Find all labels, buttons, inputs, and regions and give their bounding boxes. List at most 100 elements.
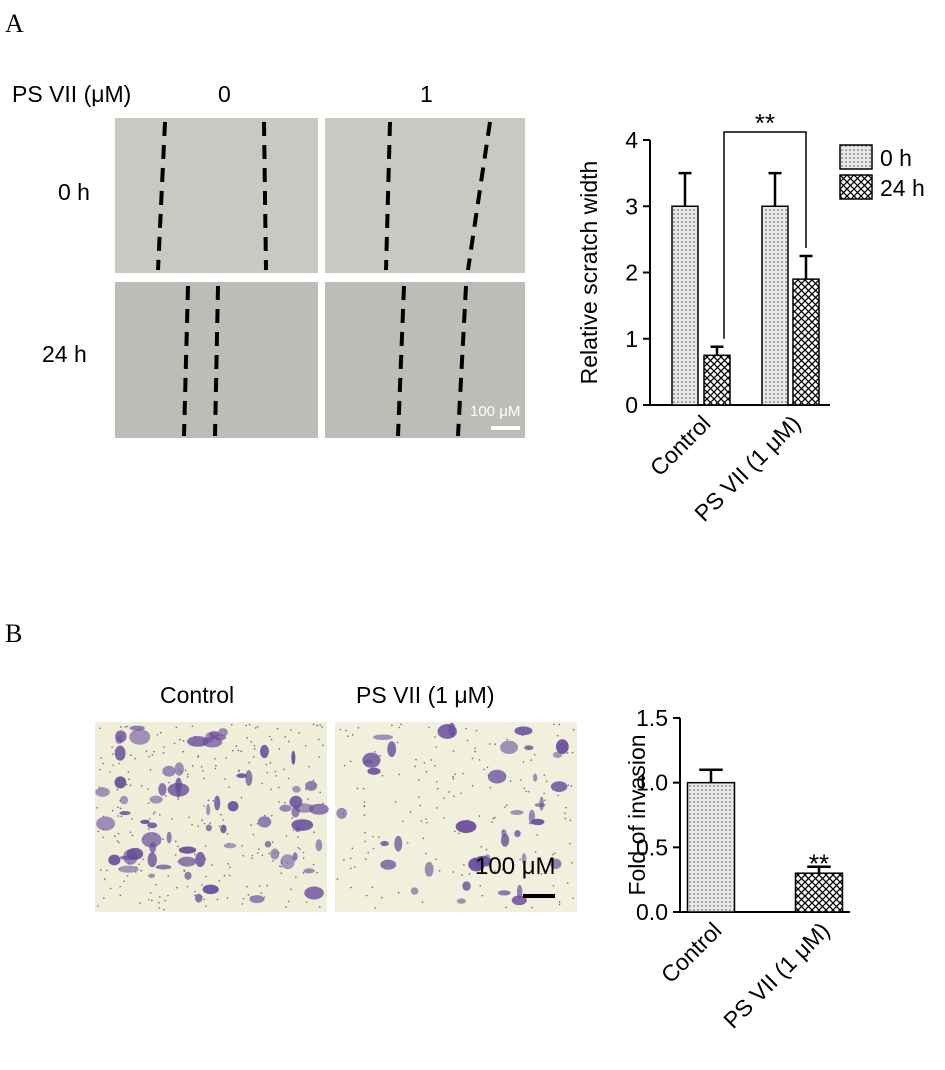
speck: [356, 787, 359, 790]
x-tick-label: Control: [645, 410, 716, 481]
stain: [380, 859, 397, 870]
panel-label: B: [5, 619, 22, 648]
stain: [114, 745, 126, 761]
speck: [159, 896, 161, 898]
speck: [302, 857, 305, 859]
speck: [266, 884, 268, 887]
speck: [191, 725, 194, 727]
speck: [280, 872, 283, 874]
speck: [240, 750, 243, 753]
speck: [119, 807, 122, 810]
speck: [379, 754, 381, 757]
speck: [228, 842, 230, 845]
speck: [272, 860, 274, 862]
speck: [363, 814, 366, 816]
speck: [257, 852, 259, 854]
speck: [167, 894, 169, 897]
speck: [364, 831, 366, 834]
speck: [316, 889, 319, 891]
error-bar: [699, 768, 723, 783]
speck: [454, 830, 456, 833]
speck: [116, 861, 119, 863]
speck: [248, 761, 251, 764]
stain: [305, 780, 318, 791]
speck: [102, 762, 104, 765]
speck: [347, 735, 349, 737]
stain: [550, 781, 568, 793]
speck: [394, 801, 397, 803]
stain: [280, 854, 295, 870]
speck: [173, 742, 176, 745]
speck: [149, 769, 152, 771]
stain: [367, 767, 381, 775]
speck: [135, 866, 137, 869]
bar: [794, 872, 844, 913]
speck: [509, 780, 512, 782]
time-label: 24 h: [42, 341, 87, 367]
stain: [195, 893, 203, 903]
speck: [426, 821, 428, 824]
speck: [336, 878, 339, 880]
speck: [319, 724, 322, 726]
speck: [278, 801, 280, 803]
stain: [292, 785, 301, 793]
speck: [216, 898, 219, 901]
speck: [283, 801, 286, 804]
dose: 1: [420, 81, 433, 107]
speck: [193, 853, 196, 856]
speck: [194, 890, 196, 893]
legend-swatch: [839, 144, 873, 170]
speck: [162, 752, 165, 754]
speck: [491, 821, 493, 823]
speck: [558, 903, 561, 906]
y-tick-label: 1.5: [636, 705, 668, 731]
speck: [543, 792, 545, 795]
speck: [436, 787, 439, 790]
speck: [307, 798, 309, 800]
speck: [316, 724, 318, 727]
speck: [229, 874, 231, 877]
speck: [126, 725, 129, 728]
speck: [97, 905, 99, 907]
stain: [456, 898, 466, 904]
speck: [261, 782, 264, 785]
speck: [114, 749, 117, 752]
speck: [204, 845, 207, 847]
speck: [365, 894, 368, 897]
speck: [531, 906, 533, 909]
speck: [249, 778, 252, 780]
speck: [184, 769, 187, 772]
y-axis-label: Fold of invasion: [624, 734, 650, 895]
stain: [270, 848, 280, 860]
speck: [564, 817, 567, 820]
speck: [374, 751, 376, 753]
panel-label: A: [5, 9, 24, 38]
speck: [109, 770, 111, 773]
y-tick-label: 1: [625, 326, 638, 352]
speck: [212, 800, 215, 802]
speck: [362, 787, 365, 790]
dose: 0: [218, 81, 231, 107]
speck: [349, 760, 352, 763]
speck: [99, 768, 101, 771]
legend-label: 0 h: [880, 145, 912, 171]
speck: [316, 871, 319, 874]
speck: [119, 799, 122, 802]
stain: [158, 783, 167, 796]
stain: [532, 773, 538, 782]
speck: [222, 819, 225, 821]
speck: [256, 822, 259, 825]
speck: [200, 765, 203, 768]
speck: [371, 886, 374, 889]
stain: [147, 852, 157, 868]
stain: [462, 881, 471, 891]
speck: [448, 791, 450, 793]
speck: [522, 761, 525, 763]
speck: [339, 728, 342, 731]
speck: [364, 840, 367, 843]
speck: [118, 782, 120, 784]
speck: [276, 727, 279, 730]
speck: [102, 828, 105, 830]
speck: [313, 831, 315, 833]
speck: [153, 833, 156, 836]
